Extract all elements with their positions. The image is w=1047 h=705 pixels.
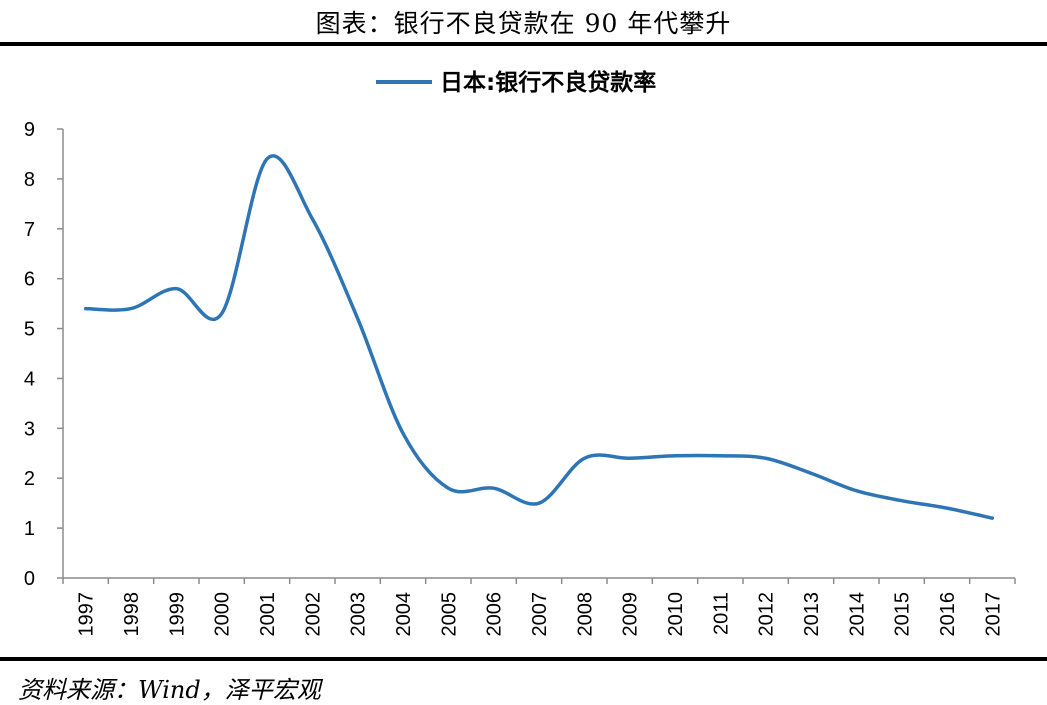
figure-title: 图表：银行不良贷款在 90 年代攀升	[315, 9, 732, 38]
data-point	[220, 312, 224, 316]
data-point	[628, 456, 632, 460]
legend: 日本:银行不良贷款率	[376, 69, 656, 96]
top-rule	[0, 42, 1047, 46]
x-tick-label: 2012	[756, 592, 778, 637]
x-tick-label: 2000	[212, 592, 234, 637]
data-point	[401, 431, 405, 435]
x-tick-label: 2001	[257, 592, 279, 637]
x-tick-label: 2005	[438, 592, 460, 637]
data-point	[764, 456, 768, 460]
y-tick-label: 5	[24, 319, 35, 341]
data-point	[356, 317, 360, 321]
y-tick-label: 6	[24, 269, 35, 291]
data-point	[900, 499, 904, 503]
x-tick-label: 2008	[574, 592, 596, 637]
series-line	[83, 154, 995, 520]
y-tick-label: 0	[24, 568, 35, 590]
y-tick-label: 4	[24, 368, 35, 390]
data-point	[673, 454, 677, 458]
data-point	[854, 489, 858, 493]
data-point	[718, 454, 722, 458]
y-tick-label: 2	[24, 468, 35, 490]
data-point	[945, 506, 949, 510]
x-tick-label: 2002	[302, 592, 324, 637]
line-chart: 日本:银行不良贷款率 0 1 2 3 4 5 6 7 8 9 1997 1998 1999 2000 200…	[24, 69, 1016, 637]
x-tick-label: 2003	[348, 592, 370, 637]
x-tick-label: 2010	[665, 592, 687, 637]
x-tick-label: 2015	[892, 592, 914, 637]
y-tick-label: 8	[24, 169, 35, 191]
x-tick-label: 2013	[801, 592, 823, 637]
y-tick-label: 1	[24, 518, 35, 540]
data-point	[537, 501, 541, 505]
data-point	[492, 486, 496, 490]
plot-area	[83, 154, 995, 520]
y-tick-label: 3	[24, 418, 35, 440]
x-tick-label: 2014	[846, 592, 868, 637]
x-tick-label: 2017	[982, 592, 1004, 637]
x-tick-label: 1999	[166, 592, 188, 637]
data-point	[809, 471, 813, 475]
data-point	[990, 516, 994, 520]
x-tick-label: 2009	[620, 592, 642, 637]
x-tick-label: 2007	[529, 592, 551, 637]
source-note: 资料来源：Wind，泽平宏观	[18, 676, 321, 704]
x-tick-label: 2011	[710, 592, 732, 635]
x-tick-label: 2004	[393, 592, 415, 637]
data-point	[174, 287, 178, 291]
data-point	[582, 456, 586, 460]
y-tick-label: 9	[24, 119, 35, 141]
data-point	[446, 486, 450, 490]
x-tick-label: 2016	[937, 592, 959, 637]
axes: 0 1 2 3 4 5 6 7 8 9 1997 1998 1999 2000 2001 2002 2003 20…	[24, 119, 1016, 637]
x-tick-label: 1998	[121, 592, 143, 637]
data-point	[84, 307, 88, 311]
x-tick-label: 1997	[76, 592, 98, 637]
bottom-rule	[0, 657, 1047, 661]
x-tick-label: 2006	[484, 592, 506, 637]
data-point	[129, 307, 133, 311]
data-point	[310, 217, 314, 221]
legend-label: 日本:银行不良贷款率	[440, 69, 656, 96]
data-point	[265, 157, 269, 161]
y-tick-label: 7	[24, 219, 35, 241]
